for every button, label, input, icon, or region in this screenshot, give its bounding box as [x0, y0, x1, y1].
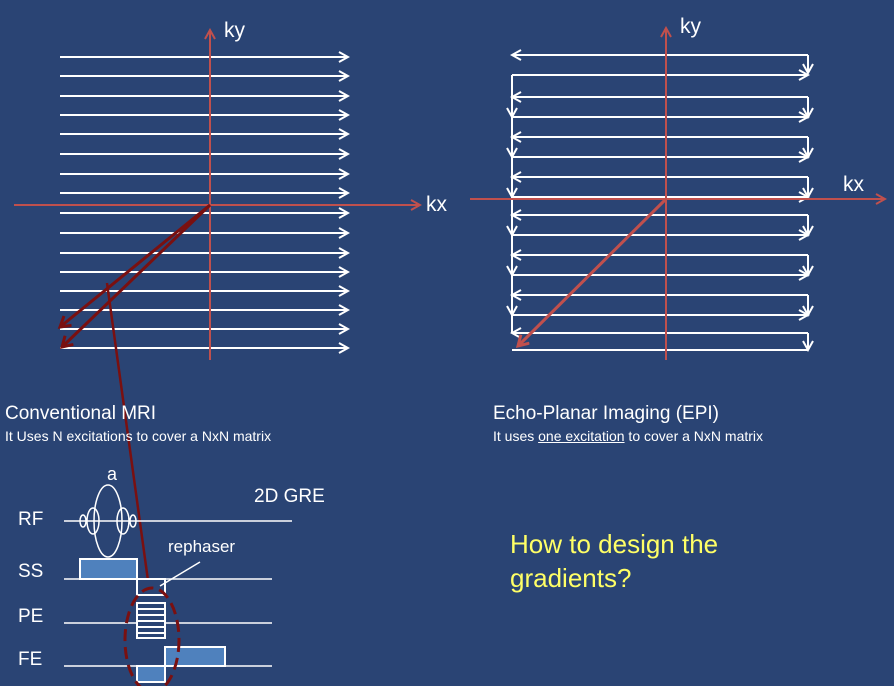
row-label-fe: FE: [18, 649, 43, 670]
row-label-pe: PE: [18, 606, 44, 627]
right-caption-sub: It uses one excitation to cover a NxN ma…: [493, 428, 764, 444]
left-kspace-lines: [60, 57, 348, 348]
epi-start-arrow: [518, 197, 668, 346]
right-ky-label: ky: [680, 15, 701, 38]
left-kx-label: kx: [426, 193, 447, 216]
left-traj-arrow-1: [60, 203, 211, 327]
left-ky-label: ky: [224, 19, 245, 42]
right-kx-label: kx: [843, 173, 864, 196]
left-caption-title: Conventional MRI: [5, 403, 157, 424]
pulse-sequence: [64, 484, 292, 683]
question-line-2: gradients?: [510, 563, 632, 593]
row-label-rf: RF: [18, 509, 44, 530]
epi-trajectory: [512, 55, 808, 350]
flip-angle-label: a: [107, 464, 118, 484]
row-label-ss: SS: [18, 561, 44, 582]
one-excitation-underline: one excitation: [538, 428, 625, 444]
question-line-1: How to design the: [510, 529, 719, 559]
left-caption-sub: It Uses N excitations to cover a NxN mat…: [5, 428, 272, 444]
sequence-title: 2D GRE: [254, 486, 325, 507]
left-traj-arrow-2: [62, 203, 212, 347]
right-caption-title: Echo-Planar Imaging (EPI): [493, 403, 719, 424]
rephaser-label: rephaser: [168, 537, 236, 556]
connector-line: [105, 282, 152, 596]
highlight-ellipse: [123, 586, 181, 686]
